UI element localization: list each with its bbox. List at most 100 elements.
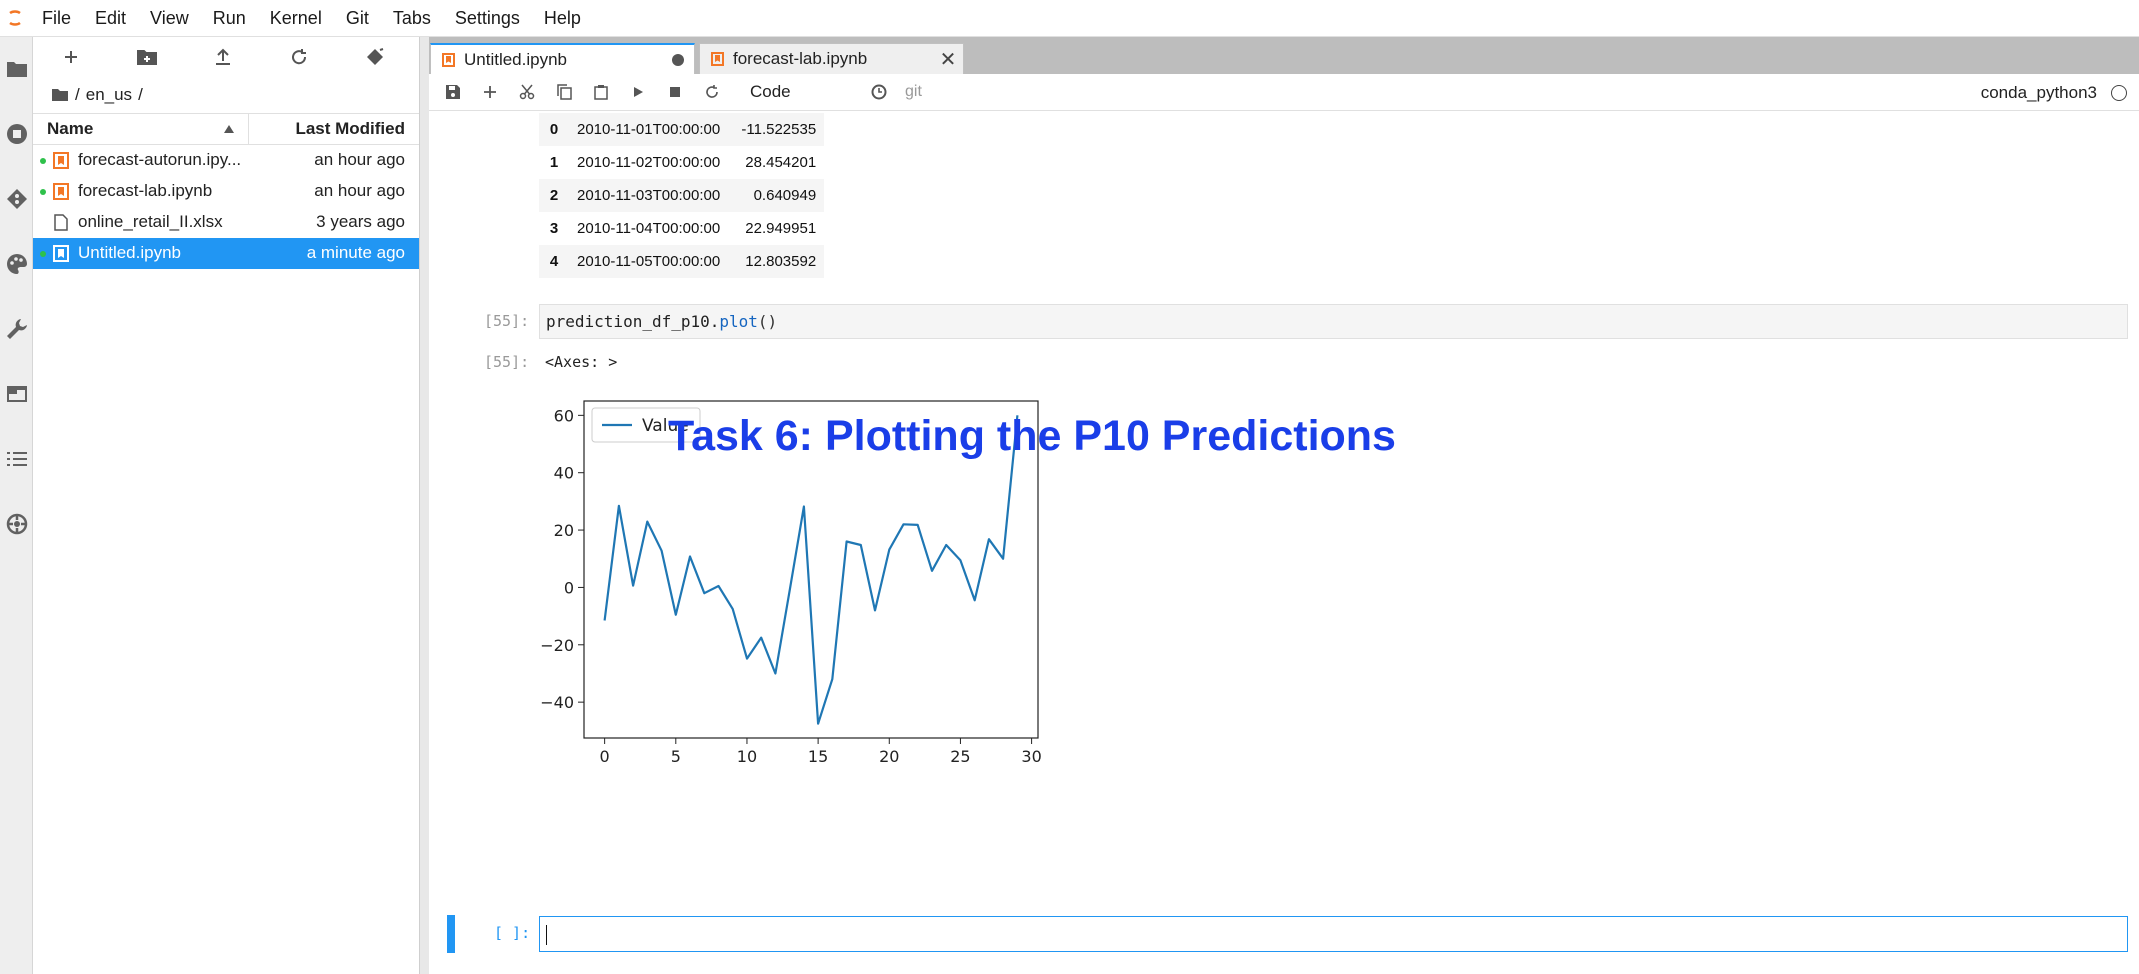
- output-prompt: [55]:: [484, 353, 530, 371]
- menu-tabs[interactable]: Tabs: [392, 7, 431, 28]
- running-indicator: [40, 251, 46, 257]
- git-clone-button[interactable]: [337, 37, 413, 77]
- folder-icon[interactable]: [0, 49, 33, 89]
- column-header-name[interactable]: Name: [33, 113, 249, 145]
- copy-button[interactable]: [545, 74, 582, 111]
- restart-icon: [705, 85, 718, 98]
- file-name: forecast-lab.ipynb: [78, 181, 213, 200]
- menu-settings[interactable]: Settings: [454, 7, 520, 28]
- column-header-modified[interactable]: Last Modified: [295, 119, 405, 138]
- x-tick-label: 10: [737, 747, 757, 766]
- legend-box: [591, 407, 701, 443]
- git-label[interactable]: git: [905, 83, 922, 100]
- y-tick-label: 0: [564, 578, 574, 597]
- value-cell: 0.640949: [728, 179, 825, 212]
- file-browser-panel: / en_us / Name Last Modified forecast-au…: [33, 37, 420, 974]
- notebook-icon: [53, 183, 69, 200]
- dataframe-row: 3 2010-11-04T00:00:00 22.949951: [539, 212, 824, 245]
- copy-icon: [556, 84, 572, 100]
- date-cell: 2010-11-05T00:00:00: [569, 245, 729, 278]
- tab-bar: Untitled.ipynb forecast-lab.ipynb ✕: [429, 37, 2139, 74]
- date-cell: 2010-11-02T00:00:00: [577, 154, 721, 171]
- notebook-toolbar: Code git conda_python3: [429, 74, 2139, 111]
- date-cell: 2010-11-01T00:00:00: [569, 113, 729, 146]
- notebook-content: 0 2010-11-01T00:00:00 -11.522535 1 2010-11-0…: [429, 111, 2139, 974]
- y-tick-label: −40: [540, 693, 574, 712]
- play-icon: [633, 87, 643, 97]
- new-launcher-button[interactable]: [33, 37, 109, 77]
- palette-icon[interactable]: [0, 244, 33, 284]
- run-button[interactable]: [619, 74, 656, 111]
- notebook-icon: [711, 52, 724, 66]
- insert-cell-button[interactable]: [471, 74, 508, 111]
- extension-manager-icon[interactable]: [0, 504, 33, 544]
- tab-untitled[interactable]: Untitled.ipynb: [430, 43, 695, 74]
- code-cell-input[interactable]: prediction_df_p10.plot(): [539, 304, 2128, 339]
- tab-label: forecast-lab.ipynb: [733, 49, 868, 68]
- file-row-forecast-lab[interactable]: forecast-lab.ipynb an hour ago: [33, 176, 419, 207]
- input-prompt: [55]:: [484, 312, 530, 330]
- series-line-value: [603, 415, 1019, 725]
- kernel-name[interactable]: conda_python3: [1980, 83, 2097, 102]
- value-cell: 12.803592: [728, 245, 825, 278]
- close-icon[interactable]: ✕: [939, 48, 957, 71]
- chevron-down-icon: [838, 88, 850, 96]
- code-parens: (): [757, 312, 778, 331]
- paste-button[interactable]: [582, 74, 619, 111]
- row-index: 4: [539, 245, 569, 278]
- date-cell: 2010-11-04T00:00:00: [577, 220, 721, 237]
- running-indicator: [40, 189, 46, 195]
- cut-button[interactable]: [508, 74, 545, 111]
- new-folder-button[interactable]: [109, 37, 185, 77]
- unsaved-indicator-icon[interactable]: [672, 53, 684, 66]
- save-button[interactable]: [434, 74, 471, 111]
- menu-git[interactable]: Git: [345, 7, 369, 28]
- file-row-untitled[interactable]: Untitled.ipynb a minute ago: [33, 238, 419, 269]
- restart-button[interactable]: [693, 74, 730, 111]
- activity-bar: [0, 37, 33, 974]
- git-icon[interactable]: [0, 179, 33, 219]
- text-caret: [546, 925, 547, 945]
- file-name: online_retail_II.xlsx: [78, 212, 223, 231]
- folder-icon[interactable]: [51, 88, 69, 102]
- empty-cell-input[interactable]: [539, 916, 2128, 952]
- menu-view[interactable]: View: [150, 7, 189, 28]
- menu-edit[interactable]: Edit: [95, 7, 127, 28]
- new-folder-icon: [137, 50, 157, 65]
- file-modified: an hour ago: [314, 181, 405, 200]
- breadcrumb-item-en-us[interactable]: en_us: [85, 85, 133, 104]
- refresh-button[interactable]: [261, 37, 337, 77]
- jupyter-logo-icon: [0, 0, 30, 37]
- tab-label: Untitled.ipynb: [464, 49, 568, 69]
- menu-help[interactable]: Help: [543, 7, 581, 28]
- menu-kernel[interactable]: Kernel: [269, 7, 322, 28]
- cell-type-value: Code: [750, 82, 791, 101]
- file-modified: 3 years ago: [316, 212, 405, 231]
- cell-type-select[interactable]: Code: [750, 82, 850, 102]
- wrench-icon[interactable]: [0, 309, 33, 349]
- running-stop-icon[interactable]: [0, 114, 33, 154]
- overlay-title: Task 6: Plotting the P10 Predictions: [668, 412, 1396, 460]
- line-chart: 0 5 10 15 20 25 30 −40 −20 0 20 40 60 Value Task 6: Pl…: [539, 381, 1639, 974]
- file-row-forecast-autorun[interactable]: forecast-autorun.ipy... an hour ago: [33, 145, 419, 176]
- toc-list-icon[interactable]: [0, 439, 33, 479]
- y-tick-label: 40: [554, 464, 574, 483]
- clock-button[interactable]: [860, 74, 897, 111]
- plus-icon: [483, 86, 496, 98]
- tab-forecast-lab[interactable]: forecast-lab.ipynb ✕: [699, 43, 964, 74]
- git-clone-icon: [367, 48, 384, 65]
- file-row-online-retail[interactable]: online_retail_II.xlsx 3 years ago: [33, 207, 419, 238]
- panel-splitter[interactable]: [420, 37, 429, 974]
- menu-file[interactable]: File: [42, 7, 72, 28]
- y-tick-label: 60: [554, 406, 574, 425]
- row-index: 2: [539, 179, 569, 212]
- interrupt-button[interactable]: [656, 74, 693, 111]
- dataframe-row: 4 2010-11-05T00:00:00 12.803592: [539, 245, 825, 278]
- menu-run[interactable]: Run: [212, 7, 246, 28]
- breadcrumb-separator: /: [138, 85, 143, 104]
- value-cell: -11.522535: [728, 113, 825, 146]
- tabs-icon[interactable]: [0, 374, 33, 414]
- upload-button[interactable]: [185, 37, 261, 77]
- legend-label: Value: [642, 416, 689, 436]
- file-name: forecast-autorun.ipy...: [78, 150, 242, 169]
